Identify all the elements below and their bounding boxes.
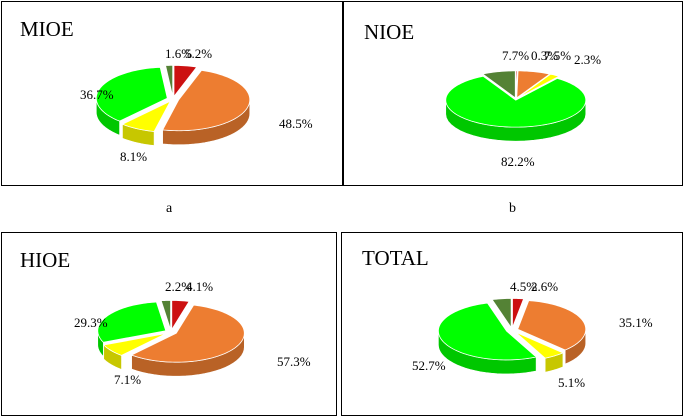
chart-title: HIOE [20,248,71,272]
data-label: 57.3% [277,354,311,369]
chart-title: MIOE [20,17,74,41]
data-label: 0.3% [531,48,558,63]
data-label: 4.5% [510,279,537,294]
subfigure-label-b: b [509,201,516,216]
data-label: 7.5% [544,48,571,63]
subfigure-label-a: a [166,201,173,216]
pie-slice [121,100,172,132]
data-label: 5.2% [185,46,212,61]
data-label: 52.7% [412,358,446,373]
pie-chart: 2.6% 35.1% 5.1% 52.7% 4.5% [412,279,653,390]
pie-slice [95,66,168,122]
pie-tops [445,70,587,128]
pie-panel-nioe: NIOE 0.3% 7.5% 2.3% 82.2% 7.7% [343,1,683,186]
pie-chart: 0.3%7.5% 2.3% 82.2% 7.7% [445,48,601,169]
chart-title: TOTAL [362,246,429,270]
data-label: 7.1% [114,372,141,387]
pie-slice [165,64,174,97]
pie-slice [171,300,190,331]
pie-slice [437,302,537,361]
pie-slice [173,65,198,98]
pie-tops [97,300,245,363]
pie-tops [437,298,587,361]
data-label: 7.7% [502,48,529,63]
pie-slice [515,70,518,98]
pie-slice [102,333,167,356]
data-label: 2.2% [165,279,192,294]
pie-panel-mioe: MIOE 5.2% 48.5% 8.1% 36.7% 1.6% [1,1,343,186]
data-label: 8.1% [120,149,147,164]
pie-chart: 4.1% 57.3% 7.1% 29.3% 2.2% [74,279,311,387]
data-label: 2.6% [531,279,558,294]
data-label: 4.1% [186,279,213,294]
data-label: 29.3% [74,315,108,330]
pie-slice [97,301,167,343]
pie-chart: 5.2% 48.5% 8.1% 36.7% 1.6% [80,46,313,164]
pie-slice [162,69,251,132]
pie-slice [491,298,512,329]
data-label: 48.5% [279,116,313,131]
chart-title: NIOE [364,20,415,44]
pie-panel-hioe: HIOE 4.1% 57.3% 7.1% 29.3% 2.2% [1,232,337,416]
pie-slice [160,300,171,330]
pie-sides [96,98,251,146]
pie-slice [515,331,564,359]
data-label: 35.1% [619,315,653,330]
data-label: 5.1% [558,375,585,390]
data-label: 82.2% [501,154,535,169]
data-label: 1.6% [165,46,192,61]
data-label: 36.7% [80,87,114,102]
pie-slice [445,75,587,128]
pie-slice [130,304,245,363]
pie-panel-total: TOTAL 2.6% 35.1% 5.1% 52.7% 4.5% [341,232,683,416]
pie-slice [512,298,525,328]
pie-slice [516,70,551,99]
pie-tops [95,64,251,132]
pie-slice [517,73,561,99]
data-label: 2.3% [574,52,601,67]
pie-slice [481,70,516,99]
pie-slice [517,300,587,351]
